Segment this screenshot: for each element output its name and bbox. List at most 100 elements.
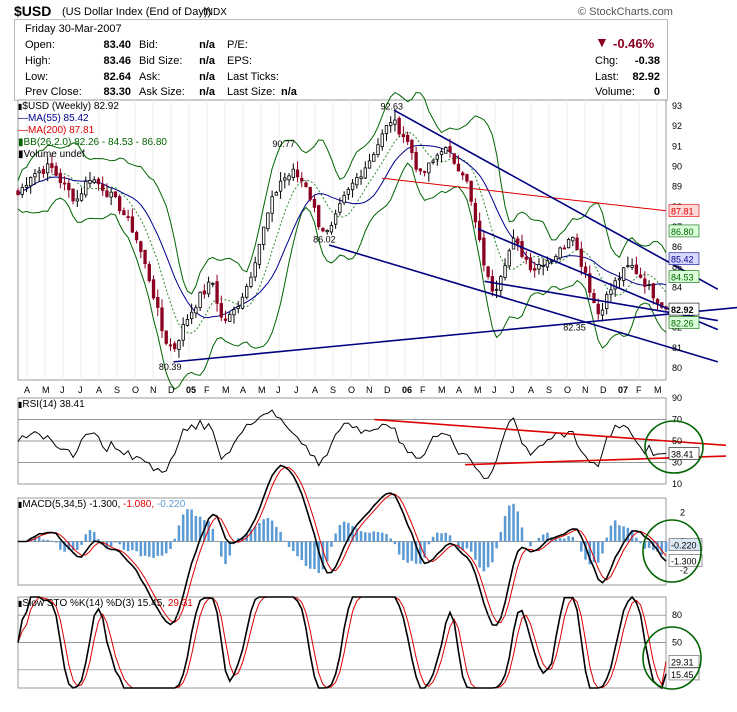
trend-line <box>173 306 737 363</box>
candle-body <box>270 196 274 214</box>
candle-body <box>541 265 545 267</box>
macd-histogram-bar <box>122 541 126 550</box>
candle-body <box>75 198 79 202</box>
candle-body <box>486 266 490 277</box>
candle-body <box>240 296 245 309</box>
macd-histogram-bar <box>630 530 634 542</box>
macd-histogram-bar <box>397 541 401 555</box>
candle-body <box>300 177 304 182</box>
price-annotation: 80.39 <box>159 362 182 372</box>
candle-body <box>583 266 588 273</box>
high-value: 83.46 <box>103 55 131 67</box>
candle-body <box>600 309 605 316</box>
open-value: 83.40 <box>103 39 131 51</box>
macd-legend: ▮MACD(5,34,5) -1.300, -1.080, -0.220 <box>18 499 186 510</box>
brand-logo: © StockCharts.com <box>578 6 673 18</box>
candle-body <box>151 279 156 299</box>
price-badge <box>668 224 700 238</box>
macd-histogram-bar <box>308 541 312 569</box>
ask-label: Ask: <box>139 71 161 83</box>
macd-histogram-bar <box>486 541 490 568</box>
x-tick-label: F <box>204 385 210 395</box>
macd-histogram-bar <box>355 528 359 542</box>
macd-histogram-bar <box>88 530 92 542</box>
macd-histogram-bar <box>275 526 278 542</box>
macd-histogram-bar <box>575 540 579 542</box>
x-tick-label: D <box>600 385 607 395</box>
sto-legend: ▮Slow STO %K(14) %D(3) 15.45, 29.31 <box>18 598 193 609</box>
macd-histogram-bar <box>215 540 219 542</box>
macd-histogram-bar <box>300 541 304 561</box>
highlight-circle <box>644 420 704 474</box>
candle-body <box>181 324 185 341</box>
candle-body <box>431 160 435 163</box>
x-tick-label: A <box>240 385 246 395</box>
candle-body <box>16 190 20 196</box>
candle-body <box>376 144 380 156</box>
legend-price: ▮$USD (Weekly) 82.92 <box>18 101 119 112</box>
macd-histogram-bar <box>177 525 181 542</box>
candle-body <box>20 187 24 195</box>
macd-line <box>18 464 667 627</box>
candle-body <box>291 168 295 178</box>
macd-histogram-bar <box>67 541 71 550</box>
candle-body <box>355 177 359 186</box>
price-badge <box>668 302 700 316</box>
rsi-tick-label: 70 <box>672 415 682 425</box>
macd-histogram-bar <box>359 531 363 542</box>
candle-body <box>329 225 334 233</box>
y-tick-label: 80 <box>672 363 682 373</box>
macd-histogram-bar <box>516 511 520 542</box>
macd-histogram-bar <box>635 537 638 542</box>
candle-body <box>372 154 376 162</box>
macd-histogram-bar <box>588 541 592 565</box>
chg-value: -0.38 <box>634 55 660 67</box>
x-tick-label: O <box>348 385 355 395</box>
macd-histogram-bar <box>220 541 223 557</box>
legend-ma200: —MA(200) 87.81 <box>18 125 95 136</box>
candle-body <box>482 237 486 266</box>
bid-size-value: n/a <box>199 55 215 67</box>
x-tick-label: S <box>330 385 336 395</box>
candle-body <box>266 212 270 230</box>
x-tick-label: M <box>654 385 662 395</box>
candle-body <box>452 153 456 164</box>
low-value: 82.64 <box>103 71 131 83</box>
macd-histogram-bar <box>342 521 346 542</box>
macd-histogram-bar <box>287 541 291 547</box>
candle-body <box>647 284 651 286</box>
y-tick-label: 89 <box>672 182 682 192</box>
macd-histogram-bar <box>194 515 198 542</box>
ask-value: n/a <box>199 71 215 83</box>
candle-body <box>448 146 452 153</box>
macd-histogram-bar <box>249 529 253 542</box>
candle-body <box>283 177 287 181</box>
price-badge-text: 86.80 <box>671 227 694 237</box>
macd-histogram-bar <box>524 540 528 542</box>
candle-body <box>473 202 478 223</box>
candle-body <box>566 239 571 249</box>
macd-histogram-bar <box>368 532 371 542</box>
candle-body <box>338 203 342 213</box>
candle-body <box>257 243 262 265</box>
macd-histogram-bar <box>580 541 583 552</box>
volume-value: 0 <box>653 86 660 98</box>
candle-body <box>50 163 54 169</box>
x-tick-label: F <box>420 385 426 395</box>
macd-tick-label: -2 <box>680 566 688 576</box>
prev-close-label: Prev Close: <box>25 86 82 98</box>
candle-body <box>236 306 240 309</box>
macd-histogram-bar <box>605 537 608 542</box>
macd-histogram-bar <box>660 541 664 555</box>
macd-badge-text: -1.300 <box>671 556 697 566</box>
last-size-value: n/a <box>281 86 297 98</box>
x-tick-label: J <box>276 385 281 395</box>
bid-size-label: Bid Size: <box>139 55 183 67</box>
candle-body <box>579 248 583 267</box>
y-tick-label: 93 <box>672 101 682 111</box>
macd-histogram-bar <box>325 541 329 562</box>
macd-histogram-bar <box>97 539 100 542</box>
macd-histogram-bar <box>410 541 414 561</box>
x-tick-label: A <box>456 385 462 395</box>
